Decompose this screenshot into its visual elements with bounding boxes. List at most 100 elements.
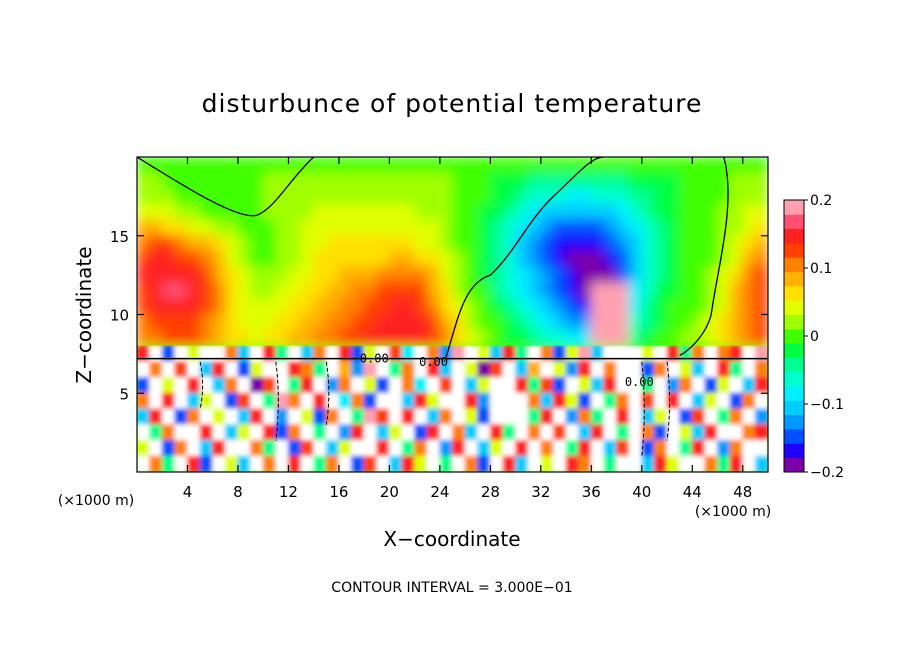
heatmap-cell xyxy=(351,314,365,331)
heatmap-cell xyxy=(641,172,655,189)
heatmap-cell xyxy=(376,329,390,347)
heatmap-cell xyxy=(565,314,580,331)
heatmap-cell xyxy=(426,377,441,394)
heatmap-cell xyxy=(489,455,504,472)
heatmap-cell xyxy=(452,408,466,426)
heatmap-cell xyxy=(325,314,340,331)
heatmap-cell xyxy=(186,298,201,315)
heatmap-cell xyxy=(742,251,756,268)
heatmap-cell xyxy=(552,203,567,221)
heatmap-cell xyxy=(729,408,744,426)
heatmap-cell xyxy=(603,440,618,457)
heatmap-cell xyxy=(603,266,618,284)
heatmap-cell xyxy=(199,203,214,221)
heatmap-cell xyxy=(300,157,315,174)
heatmap-cell xyxy=(552,361,567,378)
heatmap-cell xyxy=(149,424,163,441)
heatmap-cell xyxy=(515,298,529,315)
heatmap-cell xyxy=(729,314,744,331)
heatmap-cell xyxy=(603,282,618,300)
heatmap-cell xyxy=(477,345,491,363)
heatmap-cell xyxy=(742,455,756,472)
heatmap-cell xyxy=(565,172,580,189)
heatmap-cell xyxy=(275,157,289,174)
heatmap-cell xyxy=(679,440,693,457)
heatmap-cell xyxy=(515,424,529,441)
heatmap-cell xyxy=(679,408,693,426)
heatmap-cell xyxy=(313,157,327,174)
heatmap-cell xyxy=(477,424,491,441)
heatmap-cell xyxy=(351,408,365,426)
heatmap-cell xyxy=(426,188,441,205)
heatmap-cell xyxy=(540,172,554,189)
heatmap-cell xyxy=(552,424,567,441)
heatmap-cell xyxy=(174,329,188,347)
heatmap-cell xyxy=(137,345,151,363)
heatmap-cell xyxy=(616,345,630,363)
heatmap-cell xyxy=(439,251,453,268)
heatmap-cell xyxy=(250,440,264,457)
heatmap-cell xyxy=(578,392,592,410)
heatmap-cell xyxy=(565,251,580,268)
heatmap-cell xyxy=(287,251,302,268)
heatmap-cell xyxy=(679,251,693,268)
heatmap-cell xyxy=(325,329,340,347)
heatmap-cell xyxy=(300,235,315,252)
heatmap-cell xyxy=(452,361,466,378)
heatmap-cell xyxy=(401,203,416,221)
x-tick-label: 36 xyxy=(582,483,601,501)
heatmap-cell xyxy=(338,377,353,394)
heatmap-cell xyxy=(313,345,327,363)
heatmap-cell xyxy=(679,392,693,410)
heatmap-cell xyxy=(729,329,744,347)
heatmap-cell xyxy=(388,392,403,410)
heatmap-cell xyxy=(729,440,744,457)
colorbar-swatch xyxy=(784,328,804,344)
heatmap-cell xyxy=(224,235,239,252)
heatmap-cell xyxy=(691,314,706,331)
heatmap-cell xyxy=(287,157,302,174)
x-tick-label: 12 xyxy=(279,483,298,501)
heatmap-cell xyxy=(439,235,453,252)
heatmap-cell xyxy=(174,188,188,205)
heatmap-cell xyxy=(414,235,428,252)
heatmap-cell xyxy=(742,314,756,331)
heatmap-cell xyxy=(174,408,188,426)
heatmap-cell xyxy=(641,235,655,252)
y-tick-label: 15 xyxy=(110,228,129,246)
heatmap-cell xyxy=(515,329,529,347)
heatmap-cell xyxy=(237,172,252,189)
heatmap-cell xyxy=(464,361,479,378)
heatmap-cell xyxy=(565,361,580,378)
heatmap-cell xyxy=(237,329,252,347)
heatmap-cell xyxy=(439,392,453,410)
heatmap-cell xyxy=(742,203,756,221)
heatmap-cell xyxy=(527,298,542,315)
heatmap-cell xyxy=(502,455,517,472)
heatmap-cell xyxy=(489,408,504,426)
heatmap-cell xyxy=(250,266,264,284)
heatmap-cell xyxy=(502,282,517,300)
heatmap-cell xyxy=(414,424,428,441)
field-upper xyxy=(137,157,768,472)
heatmap-cell xyxy=(754,266,768,284)
heatmap-cell xyxy=(149,440,163,457)
heatmap-cell xyxy=(275,424,289,441)
heatmap-cell xyxy=(477,329,491,347)
heatmap-cell xyxy=(666,345,681,363)
heatmap-cell xyxy=(603,329,618,347)
heatmap-cell xyxy=(616,392,630,410)
heatmap-cell xyxy=(603,172,618,189)
heatmap-cell xyxy=(161,455,176,472)
heatmap-cell xyxy=(224,266,239,284)
heatmap-cell xyxy=(552,345,567,363)
heatmap-cell xyxy=(237,157,252,174)
heatmap-cell xyxy=(426,329,441,347)
heatmap-cell xyxy=(186,157,201,174)
heatmap-cell xyxy=(325,408,340,426)
heatmap-cell xyxy=(174,455,188,472)
heatmap-cell xyxy=(679,455,693,472)
heatmap-cell xyxy=(338,424,353,441)
heatmap-cell xyxy=(578,282,592,300)
heatmap-cell xyxy=(552,266,567,284)
